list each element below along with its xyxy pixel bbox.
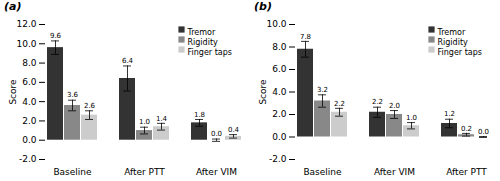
svg-text:2.6: 2.6 bbox=[84, 102, 96, 110]
svg-text:2.2: 2.2 bbox=[372, 98, 383, 106]
svg-text:2.0: 2.0 bbox=[272, 109, 287, 119]
svg-text:After VIM: After VIM bbox=[374, 167, 415, 177]
svg-text:1.8: 1.8 bbox=[194, 111, 205, 119]
svg-text:Rigidity: Rigidity bbox=[438, 38, 469, 47]
svg-text:Finger taps: Finger taps bbox=[188, 48, 232, 57]
svg-text:-2.0: -2.0 bbox=[269, 154, 287, 164]
svg-text:After PTT: After PTT bbox=[124, 167, 165, 177]
svg-text:4.0: 4.0 bbox=[22, 97, 37, 107]
svg-text:2.2: 2.2 bbox=[334, 100, 345, 108]
svg-text:Tremor: Tremor bbox=[437, 28, 466, 37]
svg-text:2.0: 2.0 bbox=[389, 102, 400, 110]
svg-text:Score: Score bbox=[258, 79, 268, 105]
svg-text:1.0: 1.0 bbox=[406, 114, 417, 122]
svg-text:-2.0: -2.0 bbox=[19, 154, 37, 164]
svg-text:12.0: 12.0 bbox=[16, 19, 36, 29]
svg-text:0.0: 0.0 bbox=[272, 132, 287, 142]
svg-text:9.6: 9.6 bbox=[50, 32, 62, 40]
svg-text:After PTT: After PTT bbox=[446, 167, 487, 177]
svg-text:Baseline: Baseline bbox=[53, 167, 92, 177]
svg-text:0.0: 0.0 bbox=[211, 130, 222, 138]
svg-text:0.2: 0.2 bbox=[461, 125, 472, 133]
svg-text:Score: Score bbox=[8, 79, 18, 105]
svg-text:Rigidity: Rigidity bbox=[188, 38, 219, 47]
svg-text:4.0: 4.0 bbox=[272, 87, 287, 97]
svg-text:Baseline: Baseline bbox=[303, 167, 342, 177]
svg-text:0.4: 0.4 bbox=[228, 126, 240, 134]
svg-text:8.0: 8.0 bbox=[22, 58, 37, 68]
svg-text:0.0: 0.0 bbox=[22, 135, 37, 145]
svg-text:8.0: 8.0 bbox=[272, 42, 287, 52]
svg-text:7.8: 7.8 bbox=[300, 33, 311, 41]
svg-text:2.0: 2.0 bbox=[22, 116, 37, 126]
svg-text:1.0: 1.0 bbox=[139, 118, 150, 126]
svg-text:1.2: 1.2 bbox=[444, 110, 455, 118]
svg-text:3.6: 3.6 bbox=[67, 91, 79, 99]
svg-text:Tremor: Tremor bbox=[187, 28, 216, 37]
svg-text:10.0: 10.0 bbox=[16, 39, 36, 49]
svg-text:6.0: 6.0 bbox=[22, 77, 37, 87]
html-text:(b): (b) bbox=[254, 0, 272, 13]
svg-text:6.4: 6.4 bbox=[122, 57, 134, 65]
svg-text:0.0: 0.0 bbox=[478, 128, 489, 136]
svg-text:1.4: 1.4 bbox=[156, 115, 168, 123]
svg-text:10.0: 10.0 bbox=[266, 19, 286, 29]
svg-text:3.2: 3.2 bbox=[317, 86, 328, 94]
html-text:(a): (a) bbox=[4, 0, 22, 13]
svg-text:Finger taps: Finger taps bbox=[438, 48, 482, 57]
svg-text:6.0: 6.0 bbox=[272, 64, 287, 74]
svg-text:After VIM: After VIM bbox=[196, 167, 237, 177]
